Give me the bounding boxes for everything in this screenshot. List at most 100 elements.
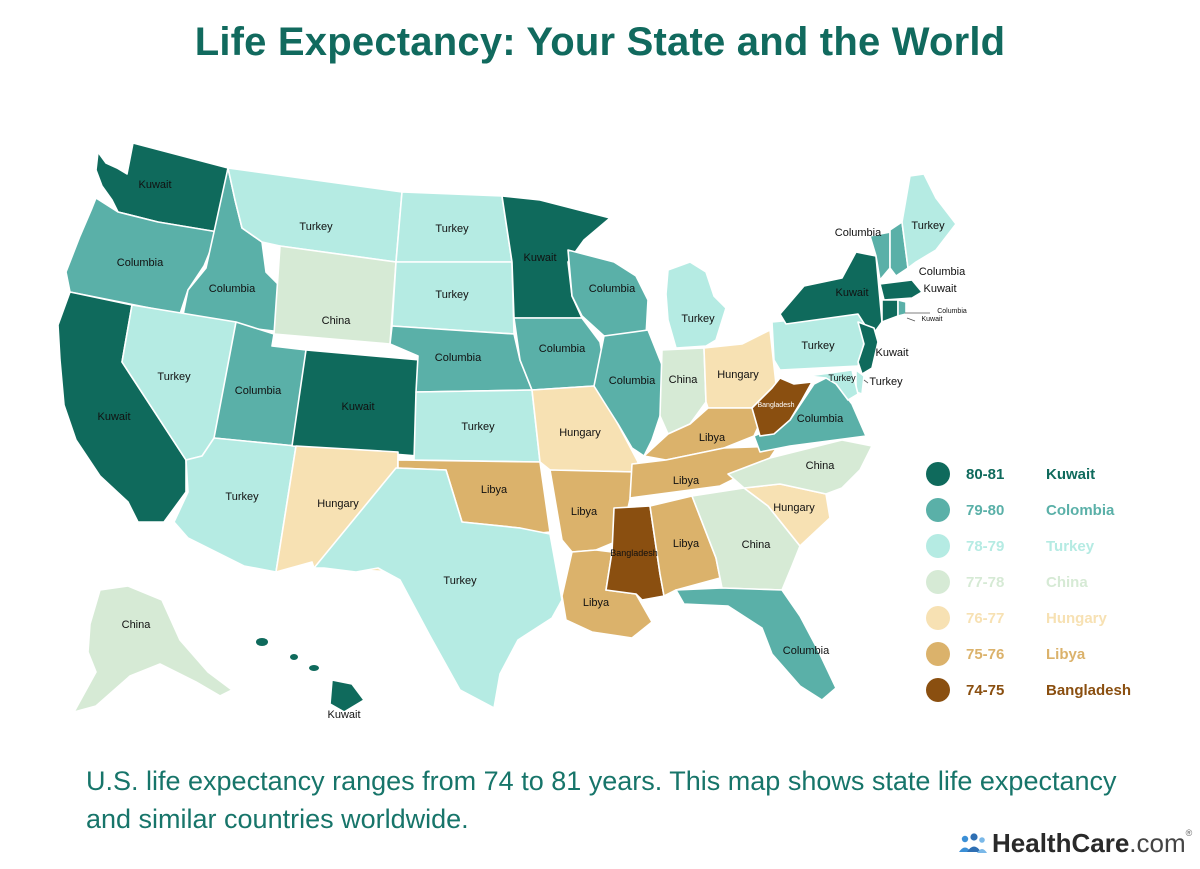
state-label-wa: Kuwait xyxy=(138,179,171,191)
legend-country: Libya xyxy=(1046,646,1086,663)
state-label-ct: Kuwait xyxy=(921,316,942,323)
hawaii-island xyxy=(309,665,319,671)
state-label-ny: Kuwait xyxy=(835,287,868,299)
labels-layer: KuwaitColumbiaKuwaitColumbiaTurkeyTurkey… xyxy=(97,179,966,721)
state-label-sc: Hungary xyxy=(773,502,815,514)
state-label-nj: Kuwait xyxy=(875,347,908,359)
state-mi xyxy=(665,261,727,349)
brand-domain: .com xyxy=(1129,828,1186,858)
state-label-oh: Hungary xyxy=(717,369,759,381)
state-label-mt: Turkey xyxy=(299,221,333,233)
state-label-ma: Kuwait xyxy=(923,283,956,295)
legend-item-libya: 75-76 Libya xyxy=(926,640,1166,676)
legend-country: Bangladesh xyxy=(1046,682,1132,699)
brand-wordmark: HealthCare.com® xyxy=(992,828,1192,859)
legend-swatch xyxy=(926,642,950,666)
state-ny xyxy=(779,251,883,337)
state-label-ia: Columbia xyxy=(539,343,586,355)
state-tx xyxy=(313,467,563,709)
legend-range: 75-76 xyxy=(966,646,1005,663)
registered-mark: ® xyxy=(1185,828,1193,838)
legend-range: 76-77 xyxy=(966,610,1005,627)
state-label-ut: Columbia xyxy=(235,385,282,397)
legend-country: Turkey xyxy=(1046,538,1095,555)
legend-swatch xyxy=(926,534,950,558)
legend-swatch xyxy=(926,570,950,594)
state-label-la: Libya xyxy=(583,597,610,609)
state-label-in: China xyxy=(669,374,699,386)
state-label-ne: Columbia xyxy=(435,352,482,364)
legend-range: 79-80 xyxy=(966,502,1005,519)
state-label-vt: Columbia xyxy=(835,227,882,239)
state-label-md: Turkey xyxy=(869,376,903,388)
map-title: Life Expectancy: Your State and the Worl… xyxy=(194,20,1006,64)
legend-range: 77-78 xyxy=(966,574,1005,591)
state-label-or: Columbia xyxy=(117,257,164,269)
state-label-wv: Bangladesh xyxy=(758,402,795,409)
state-label-nh: Columbia xyxy=(919,266,966,278)
legend-item-colombia: 79-80 Colombia xyxy=(926,496,1166,532)
legend-swatch xyxy=(926,606,950,630)
legend-range: 74-75 xyxy=(966,682,1005,699)
state-nj xyxy=(857,321,879,375)
state-label-nm: Hungary xyxy=(317,498,359,510)
state-label-ca: Kuwait xyxy=(97,411,130,423)
legend-range: 78-79 xyxy=(966,538,1005,555)
state-label-tn: Libya xyxy=(673,475,700,487)
state-md xyxy=(807,369,859,401)
legend-item-kuwait: 80-81 Kuwait xyxy=(926,460,1166,496)
state-label-id: Columbia xyxy=(209,283,256,295)
state-wy xyxy=(273,245,397,345)
state-label-wy: China xyxy=(322,315,352,327)
legend: 80-81 Kuwait 79-80 Colombia 78-79 Turkey… xyxy=(926,460,1166,712)
state-label-sd: Turkey xyxy=(435,289,469,301)
hawaii-island xyxy=(290,654,298,660)
state-fl xyxy=(675,587,837,701)
state-la xyxy=(561,549,653,639)
state-label-de: Turkey xyxy=(828,373,856,383)
legend-item-turkey: 78-79 Turkey xyxy=(926,532,1166,568)
state-hi xyxy=(329,679,365,713)
brand-name: HealthCare xyxy=(992,828,1130,858)
state-label-mi: Turkey xyxy=(681,313,715,325)
state-label-ok: Libya xyxy=(481,484,508,496)
state-label-az: Turkey xyxy=(225,491,259,503)
legend-country: China xyxy=(1046,574,1088,591)
leader-lines xyxy=(863,312,930,384)
state-label-tx: Turkey xyxy=(443,575,477,587)
state-label-fl: Columbia xyxy=(783,645,830,657)
state-label-il: Columbia xyxy=(609,375,656,387)
state-label-nd: Turkey xyxy=(435,223,469,235)
state-me xyxy=(901,173,957,269)
state-label-pa: Turkey xyxy=(801,340,835,352)
state-ct xyxy=(881,299,899,323)
state-label-ks: Turkey xyxy=(461,421,495,433)
state-label-nv: Turkey xyxy=(157,371,191,383)
state-label-ar: Libya xyxy=(571,506,598,518)
legend-swatch xyxy=(926,678,950,702)
legend-swatch xyxy=(926,462,950,486)
state-ri xyxy=(897,299,907,317)
map-caption: U.S. life expectancy ranges from 74 to 8… xyxy=(86,766,1117,834)
legend-item-china: 77-78 China xyxy=(926,568,1166,604)
state-label-me: Turkey xyxy=(911,220,945,232)
state-label-ga: China xyxy=(742,539,772,551)
state-label-hi: Kuwait xyxy=(327,709,360,721)
state-label-ak: China xyxy=(122,619,152,631)
state-nc xyxy=(727,439,873,495)
state-label-al: Libya xyxy=(673,538,700,550)
legend-item-hungary: 76-77 Hungary xyxy=(926,604,1166,640)
state-vt xyxy=(869,231,891,281)
states-layer xyxy=(57,142,957,713)
people-icon xyxy=(959,833,987,853)
legend-country: Colombia xyxy=(1046,502,1115,519)
legend-swatch xyxy=(926,498,950,522)
state-label-ri: Columbia xyxy=(937,308,967,315)
hawaii-island xyxy=(256,638,268,646)
state-ak xyxy=(73,585,233,713)
legend-country: Kuwait xyxy=(1046,466,1096,483)
state-label-ky: Libya xyxy=(699,432,726,444)
state-label-va: Columbia xyxy=(797,413,844,425)
legend-item-bangladesh: 74-75 Bangladesh xyxy=(926,676,1166,712)
